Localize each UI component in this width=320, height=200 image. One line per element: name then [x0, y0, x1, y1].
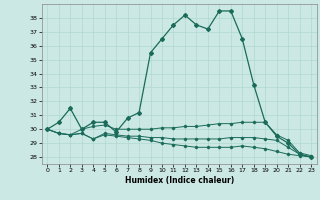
X-axis label: Humidex (Indice chaleur): Humidex (Indice chaleur) — [124, 176, 234, 185]
